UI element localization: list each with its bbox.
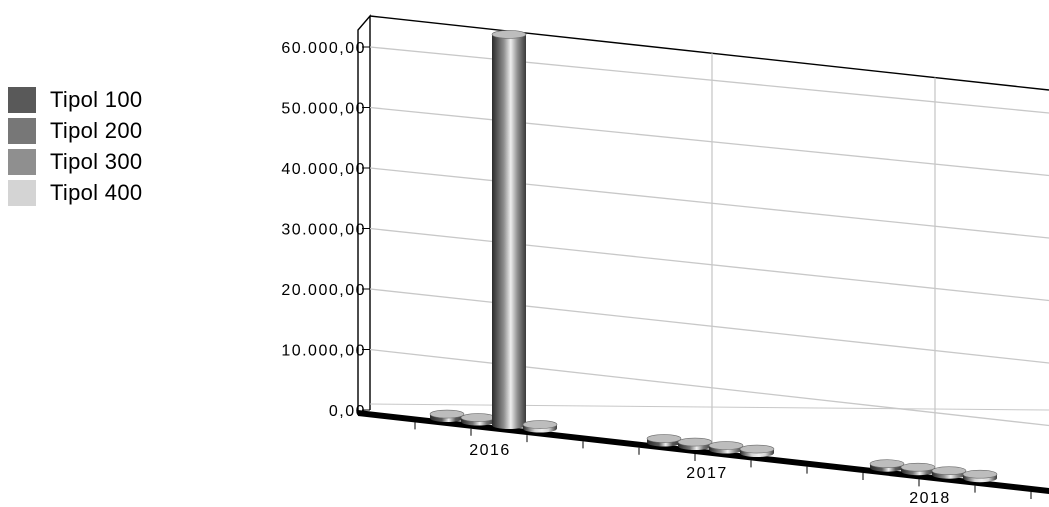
bar-cap	[646, 434, 682, 443]
legend-swatch	[8, 86, 36, 113]
y-tick-label: 30.000,00	[281, 222, 366, 239]
bar-cap	[931, 466, 967, 476]
bar-cap	[522, 420, 558, 429]
gridline	[369, 46, 1049, 114]
bar-cap	[962, 469, 998, 479]
bar-cap	[708, 441, 744, 450]
bar-cap	[900, 462, 936, 472]
legend-swatch	[8, 179, 36, 206]
legend-item-tipol-400: Tipol 400	[8, 177, 142, 208]
legend-item-tipol-100: Tipol 100	[8, 84, 142, 115]
x-tick-label: 2018	[909, 490, 951, 507]
legend-swatch	[8, 148, 36, 175]
gridline	[369, 403, 1049, 411]
legend-label: Tipol 100	[50, 86, 143, 112]
gridline	[369, 167, 1049, 239]
y-tick-label: 0,00	[329, 403, 366, 420]
y-tick-label: 50.000,00	[281, 101, 366, 118]
gridline	[369, 106, 1049, 177]
x-tick-label: 2017	[686, 465, 728, 482]
legend-label: Tipol 400	[50, 179, 143, 205]
y-tick-label: 60.000,00	[281, 40, 366, 57]
legend-swatch	[8, 117, 36, 144]
legend-item-tipol-200: Tipol 200	[8, 115, 142, 146]
y-tick-label: 20.000,00	[281, 282, 366, 299]
bar-cap	[460, 413, 496, 422]
bar-base	[492, 421, 526, 430]
left-wall	[357, 14, 371, 414]
bar-tipol-300-2016	[492, 34, 526, 426]
legend-label: Tipol 200	[50, 117, 143, 143]
gridline	[369, 348, 1049, 427]
bar-cap	[869, 459, 905, 469]
y-tick-label: 10.000,00	[281, 343, 366, 360]
x-tick-label: 2016	[469, 442, 511, 459]
y-tick-label: 40.000,00	[281, 161, 366, 178]
gridline	[369, 227, 1049, 302]
legend-item-tipol-300: Tipol 300	[8, 146, 142, 177]
legend-label: Tipol 300	[50, 148, 143, 174]
top-edge	[369, 15, 1049, 91]
bar-cap	[739, 444, 775, 454]
bar-cap	[491, 30, 527, 39]
bar-cap	[429, 409, 465, 419]
gridline	[369, 288, 1049, 364]
bar-cap	[677, 437, 713, 447]
chart-legend: Tipol 100 Tipol 200 Tipol 300 Tipol 400	[8, 84, 142, 208]
